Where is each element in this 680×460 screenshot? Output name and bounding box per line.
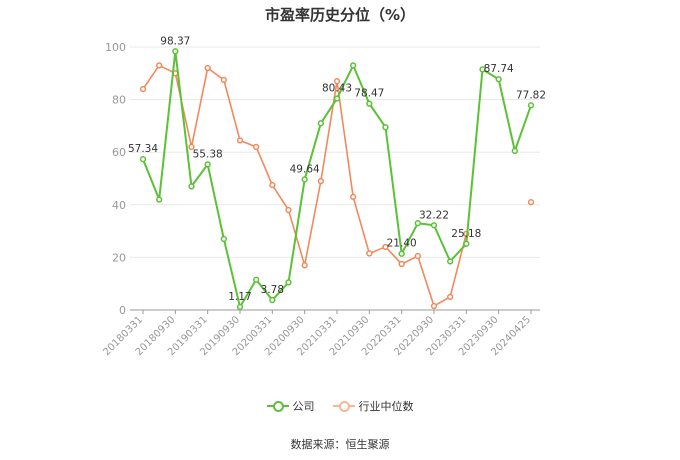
data-point-company (511, 147, 518, 155)
data-point-industry (269, 181, 276, 189)
legend-item-industry[interactable]: 行业中位数 (332, 398, 414, 414)
data-point-industry (350, 193, 357, 201)
data-label: 77.82 (516, 89, 546, 101)
data-point-company (350, 62, 357, 69)
data-label: 57.34 (128, 143, 158, 155)
data-point-company (220, 235, 227, 243)
data-point-industry (317, 177, 324, 185)
data-point-company (253, 276, 260, 283)
source-note: 数据来源：恒生聚源 (290, 438, 390, 451)
data-point-industry (188, 143, 195, 151)
legend-label-company: 公司 (292, 400, 315, 413)
data-point-industry (236, 137, 244, 144)
data-point-company (269, 296, 276, 304)
chart-title: 市盈率历史分位（%） (264, 6, 416, 24)
y-tick-label: 40 (112, 199, 126, 212)
data-point-industry (333, 78, 341, 85)
data-point-industry (382, 243, 389, 251)
data-point-company (366, 100, 373, 107)
data-labels: 57.34 98.37 55.38 1.17 3.78 49.64 80.43 78.47 21… (128, 35, 546, 303)
data-point-industry (139, 85, 147, 93)
data-label: 1.17 (228, 291, 251, 303)
data-point-company (414, 220, 421, 227)
data-point-company (317, 120, 324, 127)
data-point-company (188, 183, 195, 190)
data-point-industry (220, 76, 227, 84)
data-label: 98.37 (160, 35, 190, 47)
data-point-company (463, 240, 470, 247)
data-point-company (236, 303, 244, 311)
series-layer (139, 48, 535, 311)
data-point-industry (301, 262, 308, 269)
legend-label-industry: 行业中位数 (358, 400, 414, 413)
data-label: 55.38 (193, 148, 223, 160)
y-tick-label: 60 (112, 146, 126, 159)
y-tick-label: 100 (105, 41, 126, 54)
data-label: 21.40 (387, 238, 417, 250)
data-point-industry (156, 62, 163, 69)
data-point-company (495, 76, 502, 83)
data-point-industry (527, 199, 535, 206)
data-point-company (204, 161, 211, 168)
data-point-company (301, 176, 308, 183)
y-tick-label: 20 (112, 251, 126, 264)
legend-swatch-industry (332, 401, 355, 412)
data-point-company (398, 250, 405, 257)
data-point-company (527, 102, 535, 109)
data-point-company (172, 48, 179, 55)
data-point-company (285, 279, 292, 286)
y-tick-label: 80 (112, 94, 126, 107)
data-point-company (382, 124, 389, 131)
data-label: 80.43 (322, 82, 352, 94)
data-label: 32.22 (419, 209, 449, 221)
data-label: 3.78 (261, 284, 284, 296)
data-point-industry (253, 143, 260, 151)
data-point-industry (414, 252, 421, 260)
legend: 公司 行业中位数 (0, 398, 680, 414)
data-point-industry (430, 302, 438, 310)
data-point-industry (204, 64, 211, 72)
y-tick-label: 0 (119, 304, 126, 317)
data-point-industry (366, 250, 373, 257)
data-label: 87.74 (484, 63, 514, 75)
legend-item-company[interactable]: 公司 (266, 398, 315, 414)
legend-swatch-company (266, 401, 289, 412)
data-point-company (479, 66, 486, 73)
data-point-industry (447, 293, 454, 301)
data-point-company (447, 258, 454, 265)
data-point-company (156, 196, 163, 203)
data-point-company (333, 95, 341, 102)
data-label: 25.18 (451, 228, 481, 240)
data-point-company (430, 222, 438, 229)
data-point-industry (285, 206, 292, 214)
data-point-industry (398, 260, 405, 268)
data-label: 78.47 (354, 88, 384, 100)
data-label: 49.64 (290, 163, 320, 175)
line-chart: 0204060801002018033120180930201903312019… (101, 35, 546, 358)
data-point-company (139, 156, 147, 163)
